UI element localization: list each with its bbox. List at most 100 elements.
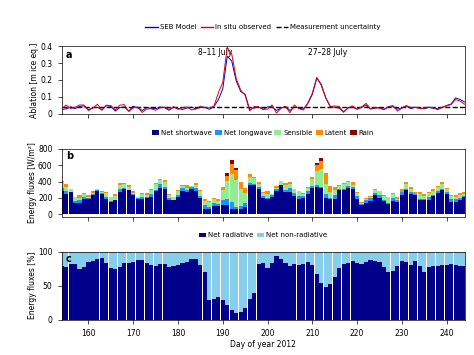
Bar xyxy=(149,252,153,265)
Bar xyxy=(82,193,86,194)
Bar xyxy=(247,252,252,299)
Bar xyxy=(73,197,77,201)
Bar xyxy=(207,207,211,208)
Bar xyxy=(118,184,122,185)
Bar xyxy=(359,206,364,214)
Bar xyxy=(359,264,364,320)
Bar xyxy=(145,252,149,263)
Bar xyxy=(404,182,409,184)
Bar xyxy=(324,173,328,184)
Bar xyxy=(149,190,153,195)
Bar xyxy=(131,192,135,195)
Bar xyxy=(413,261,417,320)
Bar xyxy=(60,182,64,188)
Bar xyxy=(190,187,193,190)
Bar xyxy=(355,192,359,193)
Bar xyxy=(100,193,104,194)
Bar xyxy=(279,181,283,185)
Bar xyxy=(82,267,86,320)
Bar xyxy=(463,197,466,214)
Bar xyxy=(238,206,243,209)
Bar xyxy=(212,252,216,299)
Bar xyxy=(400,190,404,192)
Bar xyxy=(377,195,382,198)
Bar xyxy=(368,260,373,320)
Bar xyxy=(109,197,113,201)
Bar xyxy=(181,252,184,263)
Bar xyxy=(342,190,346,214)
Bar xyxy=(409,189,413,192)
Bar xyxy=(413,195,417,214)
Bar xyxy=(274,252,279,256)
Bar xyxy=(368,196,373,197)
Bar xyxy=(167,252,171,267)
Bar xyxy=(346,181,350,182)
Bar xyxy=(181,186,184,189)
Bar xyxy=(413,252,417,261)
Bar xyxy=(422,194,426,196)
Bar xyxy=(91,191,95,193)
Bar xyxy=(391,198,395,201)
Bar xyxy=(64,184,68,187)
Bar xyxy=(315,165,319,171)
Bar xyxy=(427,252,431,267)
Bar xyxy=(247,177,252,183)
Bar xyxy=(422,272,426,320)
Bar xyxy=(194,189,198,191)
Bar xyxy=(351,187,355,190)
Bar xyxy=(346,186,350,188)
Bar xyxy=(315,252,319,274)
Bar xyxy=(243,307,247,320)
Bar xyxy=(386,252,391,272)
Bar xyxy=(431,266,435,320)
Bar xyxy=(163,252,167,264)
Bar xyxy=(203,272,207,320)
Bar xyxy=(301,193,305,196)
Bar xyxy=(86,195,91,197)
Bar xyxy=(310,178,314,179)
Bar xyxy=(247,185,252,214)
Bar xyxy=(373,252,377,261)
Bar xyxy=(364,203,368,214)
Bar xyxy=(60,181,64,182)
Bar xyxy=(225,305,229,320)
Bar xyxy=(158,184,162,188)
Bar xyxy=(167,195,171,198)
Bar xyxy=(238,182,243,189)
Bar xyxy=(158,252,162,264)
Bar xyxy=(216,198,220,201)
Bar xyxy=(91,194,95,195)
Bar xyxy=(154,184,158,190)
Bar xyxy=(364,200,368,203)
Bar xyxy=(355,193,359,196)
Bar xyxy=(270,263,274,320)
Bar xyxy=(400,252,404,261)
Bar xyxy=(261,193,265,196)
Bar xyxy=(292,189,296,193)
Bar xyxy=(185,185,189,189)
Bar xyxy=(319,283,323,320)
Bar xyxy=(274,191,279,214)
Bar xyxy=(337,268,341,320)
Bar xyxy=(73,252,77,264)
Y-axis label: Energy fluxes [%]: Energy fluxes [%] xyxy=(27,252,36,320)
Bar xyxy=(212,203,216,206)
Bar xyxy=(256,184,261,187)
Bar xyxy=(113,269,118,320)
Bar xyxy=(274,256,279,320)
Bar xyxy=(172,252,175,266)
Bar xyxy=(270,195,274,197)
Bar xyxy=(69,264,73,320)
Bar xyxy=(427,197,431,200)
Bar xyxy=(230,202,234,208)
Bar xyxy=(306,188,310,191)
Bar xyxy=(288,252,292,266)
Bar xyxy=(198,196,202,198)
Bar xyxy=(319,252,323,283)
Bar xyxy=(297,191,301,196)
Bar xyxy=(176,197,180,214)
Bar xyxy=(274,188,279,189)
Bar xyxy=(431,189,435,191)
Bar xyxy=(418,266,422,320)
Bar xyxy=(256,187,261,189)
